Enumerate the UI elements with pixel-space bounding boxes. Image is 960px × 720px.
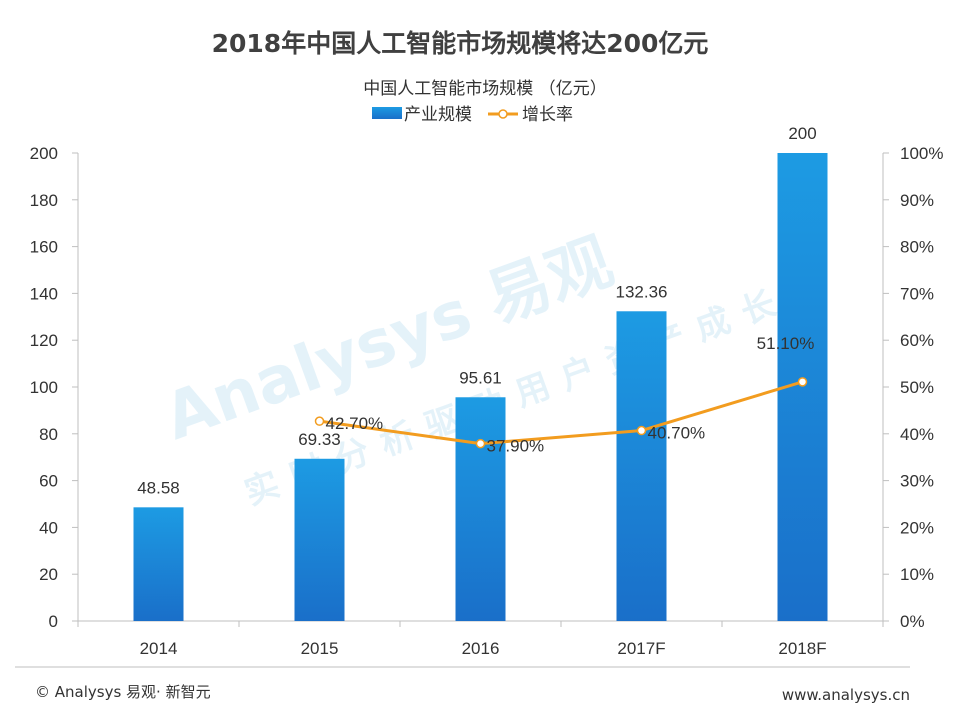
left-tick-label: 60 (39, 472, 58, 491)
left-tick-label: 0 (49, 612, 58, 631)
right-tick-label: 50% (900, 378, 934, 397)
x-category-label: 2018F (778, 639, 826, 658)
x-category-label: 2015 (301, 639, 339, 658)
bar-series (133, 153, 828, 621)
right-tick-label: 0% (900, 612, 925, 631)
growth-point-2016 (475, 438, 486, 449)
legend-line-label: 增长率 (522, 105, 573, 125)
growth-point-2017F (636, 425, 647, 436)
bar-value-label: 200 (788, 124, 816, 143)
left-tick-label: 200 (30, 144, 58, 163)
data-labels: 48.58 69.33 95.61 132.36 200 42.70% 37.90% 40.7… (137, 124, 816, 497)
left-tick-label: 80 (39, 425, 58, 444)
left-tick-label: 180 (30, 191, 58, 210)
bar-2014 (133, 507, 184, 621)
bar-value-label: 69.33 (298, 430, 341, 449)
bar-2016 (455, 397, 506, 621)
x-category-label: 2014 (140, 639, 178, 658)
growth-rate-line (319, 380, 803, 446)
growth-rate-label: 37.90% (487, 437, 545, 456)
growth-rate-label: 42.70% (326, 414, 384, 433)
left-tick-label: 120 (30, 331, 58, 350)
growth-rate-label: 40.70% (648, 424, 706, 443)
left-tick-label: 20 (39, 565, 58, 584)
line-series (314, 377, 808, 449)
right-tick-label: 60% (900, 331, 934, 350)
growth-rate-label: 51.10% (757, 334, 815, 353)
right-tick-label: 40% (900, 425, 934, 444)
right-tick-label: 30% (900, 472, 934, 491)
left-tick-label: 160 (30, 238, 58, 257)
right-tick-label: 100% (900, 144, 943, 163)
footer-left: © Analysys 易观· 新智元 (35, 683, 211, 701)
right-tick-label: 80% (900, 238, 934, 257)
legend: 产业规模 增长率 (372, 105, 573, 125)
right-tick-label: 70% (900, 284, 934, 303)
x-category-label: 2017F (617, 639, 665, 658)
left-tick-label: 40 (39, 518, 58, 537)
bar-2017F (616, 311, 667, 621)
bar-value-label: 48.58 (137, 478, 180, 497)
bar-2015 (294, 458, 345, 621)
axes: 0 20 40 60 80 100 120 140 160 180 200 0% 10% 20% 30% 40… (30, 144, 944, 658)
legend-bar-swatch (372, 107, 402, 119)
growth-point-2015 (314, 416, 325, 426)
growth-point-2018F (797, 377, 808, 387)
left-tick-label: 140 (30, 284, 58, 303)
x-category-label: 2016 (462, 639, 500, 658)
right-tick-label: 20% (900, 518, 934, 537)
chart-subtitle: 中国人工智能市场规模 （亿元） (363, 79, 606, 99)
bar-value-label: 95.61 (459, 368, 502, 387)
legend-line-marker (498, 109, 508, 119)
right-tick-label: 90% (900, 191, 934, 210)
footer-right: www.analysys.cn (782, 686, 910, 704)
left-tick-label: 100 (30, 378, 58, 397)
chart-title: 2018年中国人工智能市场规模将达200亿元 (212, 29, 709, 58)
right-tick-label: 10% (900, 565, 934, 584)
legend-bar-label: 产业规模 (404, 105, 472, 125)
bar-value-label: 132.36 (616, 282, 668, 301)
